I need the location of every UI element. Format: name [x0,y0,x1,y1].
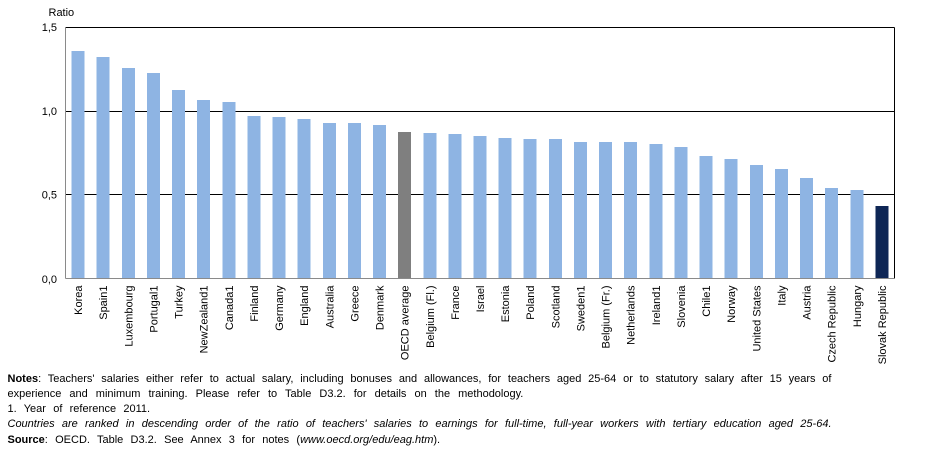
svg-text:Norway: Norway [726,285,738,323]
svg-text:Slovak Republic: Slovak Republic [877,285,889,364]
svg-text:Netherlands: Netherlands [626,285,638,345]
svg-text:Belgium (Fl.): Belgium (Fl.) [425,286,437,348]
svg-text:Luxembourg: Luxembourg [123,286,135,347]
svg-text:1,5: 1,5 [42,22,57,34]
svg-text:1,0: 1,0 [42,106,57,118]
svg-text:Ireland1: Ireland1 [651,286,663,326]
svg-text:Estonia: Estonia [500,285,512,323]
svg-text:OECD average: OECD average [400,286,412,361]
svg-text:Austria: Austria [802,285,814,320]
svg-text:United States: United States [751,285,763,352]
svg-text:Scotland: Scotland [550,286,562,329]
svg-text:0,5: 0,5 [42,189,57,201]
svg-text:France: France [450,286,462,320]
svg-text:Ratio: Ratio [49,7,75,19]
svg-text:Hungary: Hungary [852,285,864,327]
svg-text:Portugal1: Portugal1 [148,286,160,333]
svg-text:Korea: Korea [73,285,85,315]
svg-text:Belgium (Fr.): Belgium (Fr.) [601,286,613,349]
svg-text:Israel: Israel [475,286,487,313]
svg-text:Germany: Germany [274,285,286,331]
svg-text:Poland: Poland [525,286,537,320]
svg-text:Turkey: Turkey [174,285,186,319]
svg-text:NewZealand1: NewZealand1 [199,286,211,354]
svg-text:Czech Republic: Czech Republic [827,285,839,363]
svg-text:Denmark: Denmark [375,285,387,330]
svg-text:Greece: Greece [349,286,361,322]
svg-text:Australia: Australia [324,285,336,329]
svg-text:Italy: Italy [776,285,788,306]
svg-text:Spain1: Spain1 [98,286,110,320]
svg-text:Chile1: Chile1 [701,286,713,317]
svg-text:England: England [299,286,311,326]
svg-text:Canada1: Canada1 [224,286,236,331]
svg-text:Sweden1: Sweden1 [575,286,587,332]
svg-text:0,0: 0,0 [42,274,57,286]
svg-text:Slovenia: Slovenia [676,285,688,328]
svg-text:Finland: Finland [249,286,261,322]
